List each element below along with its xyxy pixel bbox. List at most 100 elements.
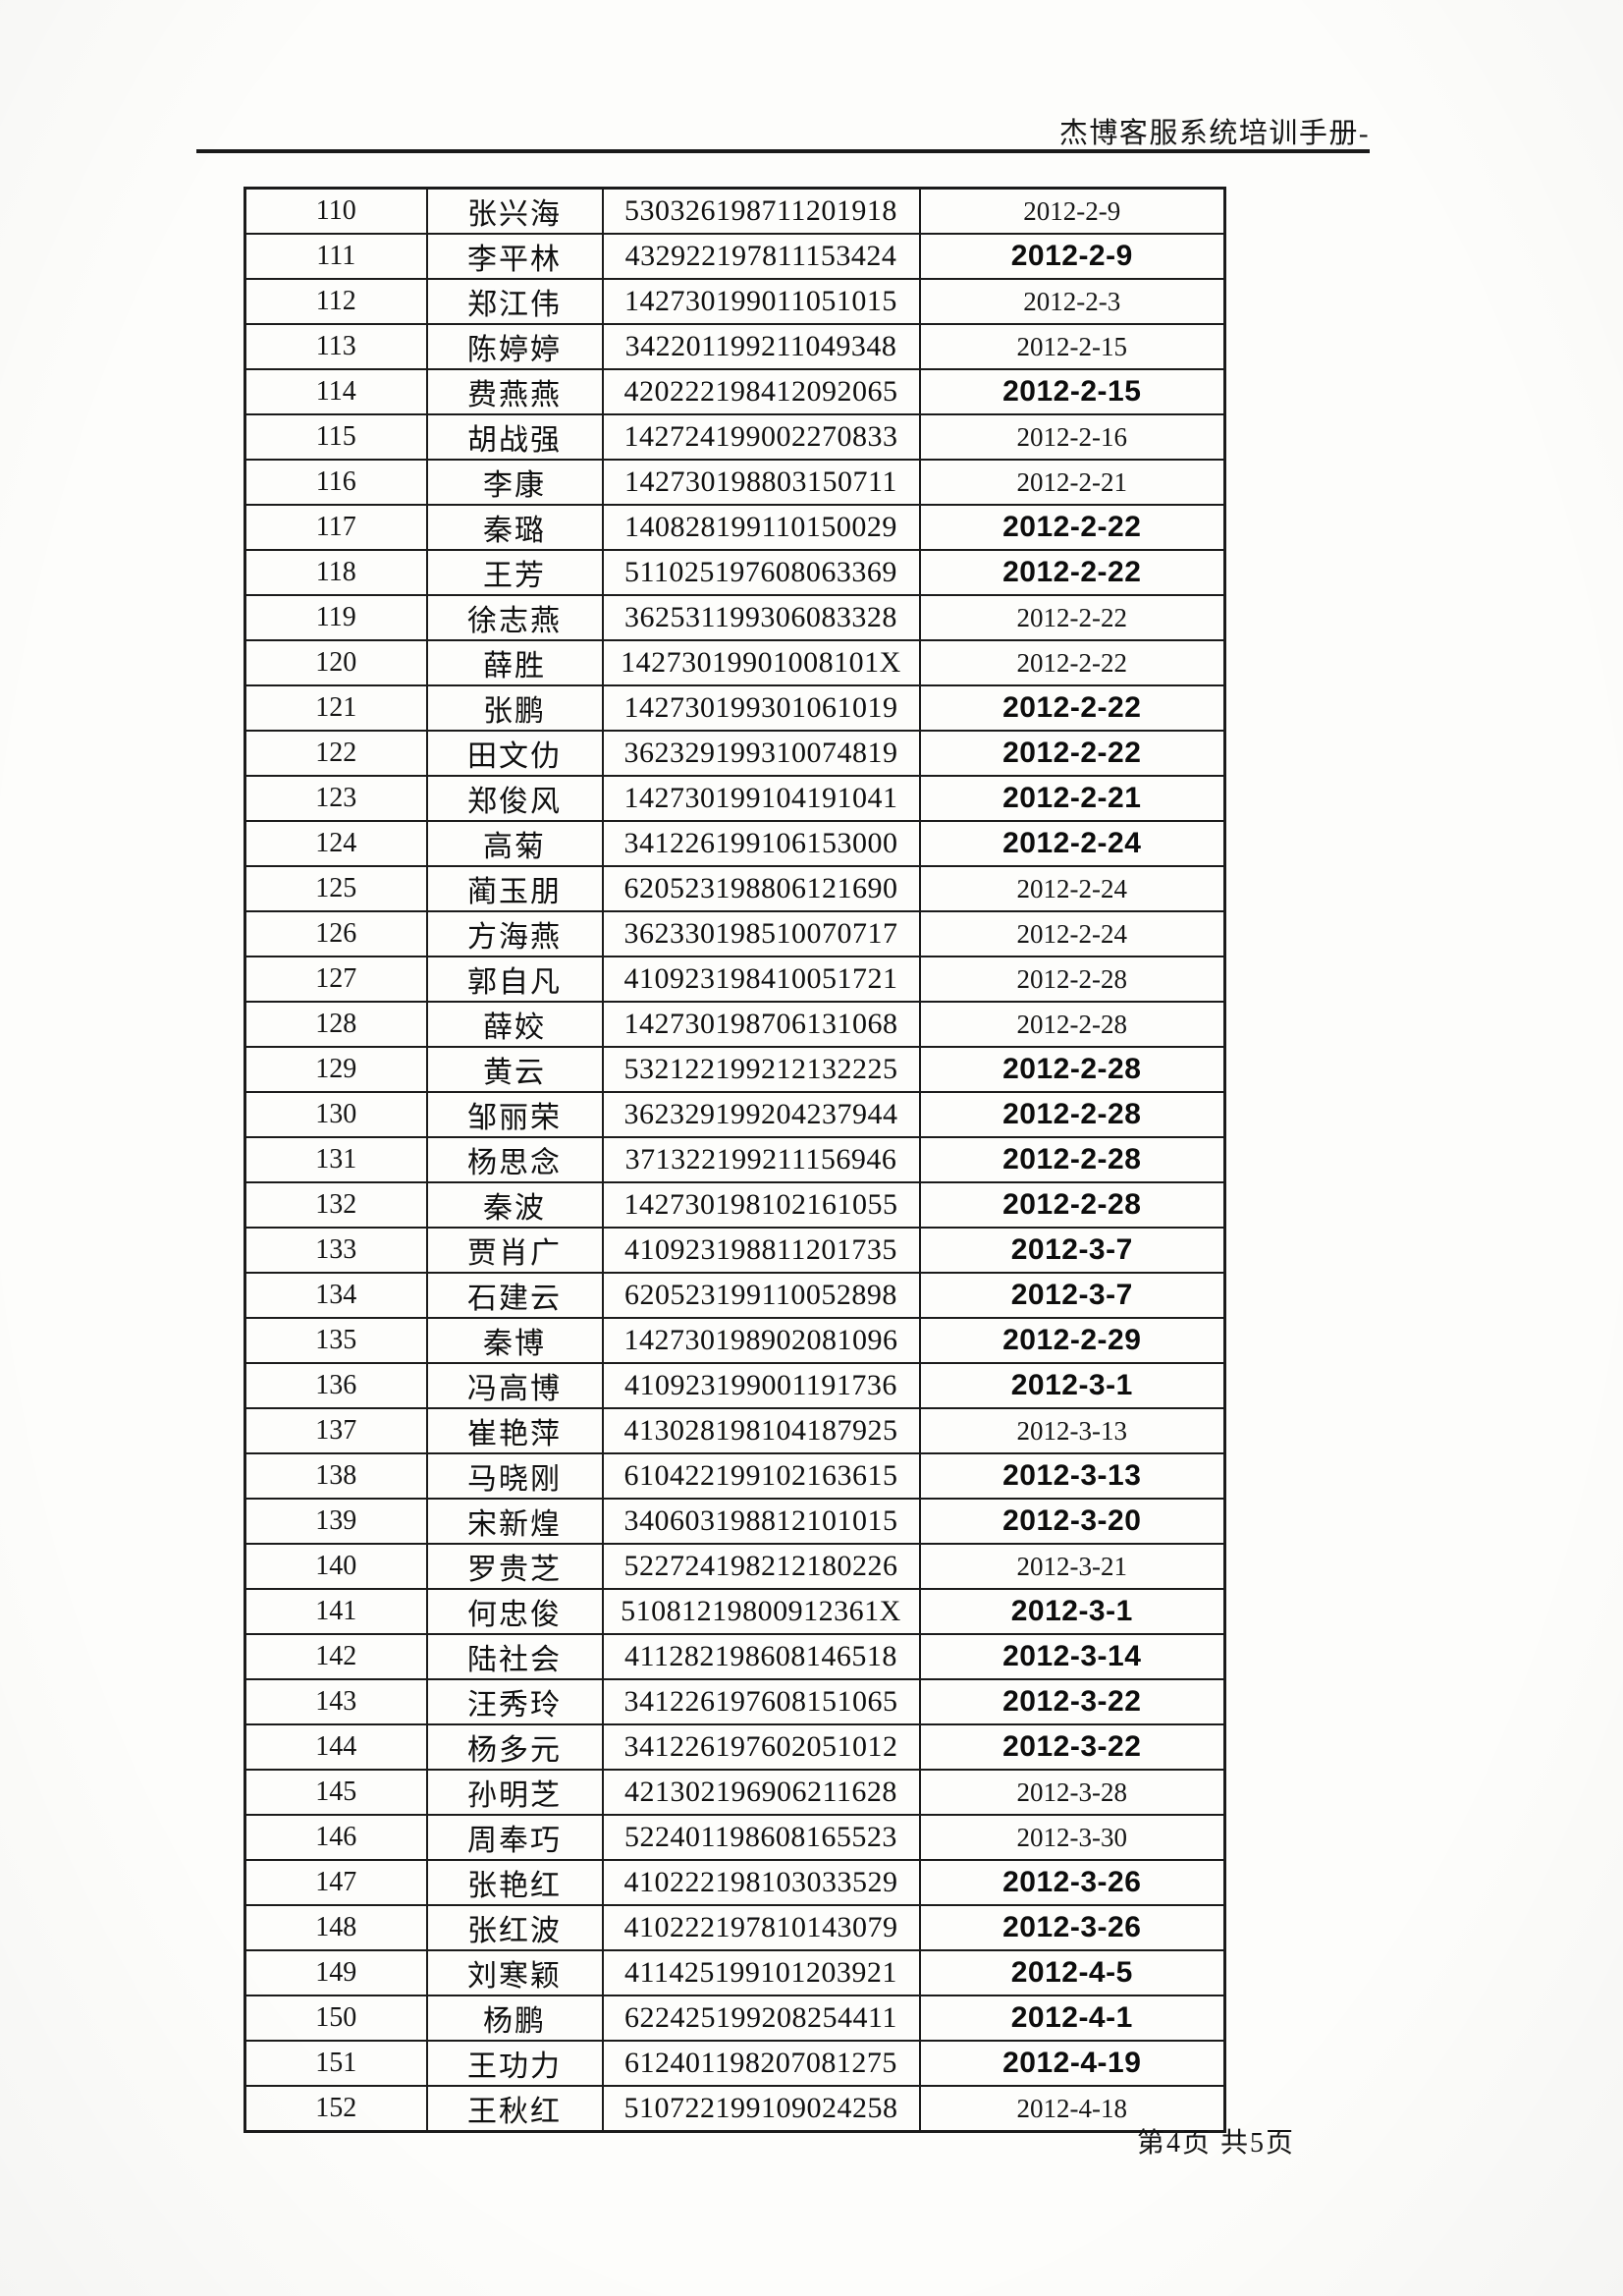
cell-name: 汪秀玲 <box>425 1678 604 1725</box>
table-row: 143 汪秀玲 341226197608151065 2012-3-22 <box>243 1678 1226 1725</box>
table-row: 136 冯高博 410923199001191736 2012-3-1 <box>243 1362 1226 1409</box>
cell-row-number: 142 <box>243 1633 428 1680</box>
table-row: 137 崔艳萍 413028198104187925 2012-3-13 <box>243 1407 1226 1454</box>
cell-id-number: 341226199106153000 <box>601 820 921 867</box>
cell-id-number: 142730198102161055 <box>601 1181 921 1229</box>
cell-id-number: 142730198902081096 <box>601 1317 921 1364</box>
cell-row-number: 145 <box>243 1769 428 1816</box>
cell-id-number: 410222197810143079 <box>601 1904 921 1951</box>
cell-date: 2012-2-15 <box>918 323 1226 370</box>
cell-row-number: 119 <box>243 594 428 641</box>
cell-name: 崔艳萍 <box>425 1407 604 1454</box>
cell-date: 2012-2-24 <box>918 865 1226 912</box>
cell-id-number: 362329199310074819 <box>601 730 921 777</box>
cell-date: 2012-2-9 <box>918 187 1226 235</box>
cell-name: 王秋红 <box>425 2085 604 2133</box>
table-row: 129 黄云 532122199212132225 2012-2-28 <box>243 1046 1226 1093</box>
cell-row-number: 121 <box>243 684 428 732</box>
cell-row-number: 137 <box>243 1407 428 1454</box>
cell-date: 2012-2-22 <box>918 639 1226 686</box>
cell-row-number: 113 <box>243 323 428 370</box>
cell-id-number: 362531199306083328 <box>601 594 921 641</box>
cell-id-number: 371322199211156946 <box>601 1136 921 1183</box>
cell-name: 郭自凡 <box>425 956 604 1003</box>
cell-date: 2012-2-21 <box>918 459 1226 506</box>
cell-id-number: 510722199109024258 <box>601 2085 921 2133</box>
cell-name: 黄云 <box>425 1046 604 1093</box>
cell-date: 2012-3-22 <box>918 1723 1226 1771</box>
cell-name: 薛胜 <box>425 639 604 686</box>
cell-row-number: 128 <box>243 1001 428 1048</box>
cell-row-number: 125 <box>243 865 428 912</box>
cell-id-number: 142730199301061019 <box>601 684 921 732</box>
table-row: 152 王秋红 510722199109024258 2012-4-18 <box>243 2085 1226 2133</box>
cell-name: 王功力 <box>425 2040 604 2087</box>
table-row: 140 罗贵芝 522724198212180226 2012-3-21 <box>243 1543 1226 1590</box>
header-rule <box>196 149 1370 153</box>
cell-name: 石建云 <box>425 1272 604 1319</box>
cell-id-number: 410923198410051721 <box>601 956 921 1003</box>
cell-date: 2012-4-5 <box>918 1949 1226 1996</box>
cell-row-number: 132 <box>243 1181 428 1229</box>
cell-row-number: 146 <box>243 1814 428 1861</box>
cell-date: 2012-2-24 <box>918 910 1226 957</box>
cell-id-number: 622425199208254411 <box>601 1995 921 2042</box>
cell-date: 2012-3-13 <box>918 1452 1226 1500</box>
page-number: 第4页 共5页 <box>1137 2128 1296 2159</box>
table-row: 127 郭自凡 410923198410051721 2012-2-28 <box>243 956 1226 1003</box>
cell-date: 2012-2-16 <box>918 413 1226 461</box>
cell-date: 2012-3-21 <box>918 1543 1226 1590</box>
cell-name: 冯高博 <box>425 1362 604 1409</box>
cell-row-number: 149 <box>243 1949 428 1996</box>
cell-name: 秦璐 <box>425 504 604 551</box>
cell-row-number: 127 <box>243 956 428 1003</box>
table-row: 133 贾肖广 410923198811201735 2012-3-7 <box>243 1227 1226 1274</box>
table-row: 113 陈婷婷 342201199211049348 2012-2-15 <box>243 323 1226 370</box>
cell-row-number: 138 <box>243 1452 428 1500</box>
table-row: 131 杨思念 371322199211156946 2012-2-28 <box>243 1136 1226 1183</box>
table-row: 144 杨多元 341226197602051012 2012-3-22 <box>243 1723 1226 1771</box>
cell-id-number: 620523198806121690 <box>601 865 921 912</box>
cell-name: 罗贵芝 <box>425 1543 604 1590</box>
cell-row-number: 117 <box>243 504 428 551</box>
cell-name: 陆社会 <box>425 1633 604 1680</box>
cell-id-number: 142730199104191041 <box>601 775 921 822</box>
table-row: 112 郑江伟 142730199011051015 2012-2-3 <box>243 278 1226 325</box>
cell-name: 李平林 <box>425 233 604 280</box>
cell-name: 张鹏 <box>425 684 604 732</box>
cell-name: 郑江伟 <box>425 278 604 325</box>
cell-date: 2012-2-22 <box>918 730 1226 777</box>
cell-date: 2012-2-22 <box>918 594 1226 641</box>
cell-row-number: 124 <box>243 820 428 867</box>
cell-id-number: 610422199102163615 <box>601 1452 921 1500</box>
table-row: 141 何忠俊 51081219800912361X 2012-3-1 <box>243 1588 1226 1635</box>
table-row: 123 郑俊风 142730199104191041 2012-2-21 <box>243 775 1226 822</box>
cell-name: 马晓刚 <box>425 1452 604 1500</box>
table-row: 116 李康 142730198803150711 2012-2-21 <box>243 459 1226 506</box>
cell-id-number: 522724198212180226 <box>601 1543 921 1590</box>
cell-row-number: 147 <box>243 1859 428 1906</box>
table-row: 121 张鹏 142730199301061019 2012-2-22 <box>243 684 1226 732</box>
cell-name: 薛姣 <box>425 1001 604 1048</box>
table-row: 151 王功力 612401198207081275 2012-4-19 <box>243 2040 1226 2087</box>
table-row: 110 张兴海 530326198711201918 2012-2-9 <box>243 187 1226 235</box>
cell-id-number: 411282198608146518 <box>601 1633 921 1680</box>
cell-id-number: 140828199110150029 <box>601 504 921 551</box>
table-row: 126 方海燕 362330198510070717 2012-2-24 <box>243 910 1226 957</box>
cell-row-number: 122 <box>243 730 428 777</box>
cell-id-number: 612401198207081275 <box>601 2040 921 2087</box>
cell-name: 刘寒颖 <box>425 1949 604 1996</box>
cell-name: 何忠俊 <box>425 1588 604 1635</box>
cell-id-number: 341226197602051012 <box>601 1723 921 1771</box>
cell-row-number: 123 <box>243 775 428 822</box>
cell-row-number: 111 <box>243 233 428 280</box>
cell-date: 2012-2-3 <box>918 278 1226 325</box>
table-row: 135 秦博 142730198902081096 2012-2-29 <box>243 1317 1226 1364</box>
cell-date: 2012-3-30 <box>918 1814 1226 1861</box>
table-row: 119 徐志燕 362531199306083328 2012-2-22 <box>243 594 1226 641</box>
table-row: 142 陆社会 411282198608146518 2012-3-14 <box>243 1633 1226 1680</box>
cell-date: 2012-2-15 <box>918 368 1226 415</box>
cell-date: 2012-3-26 <box>918 1859 1226 1906</box>
cell-row-number: 136 <box>243 1362 428 1409</box>
